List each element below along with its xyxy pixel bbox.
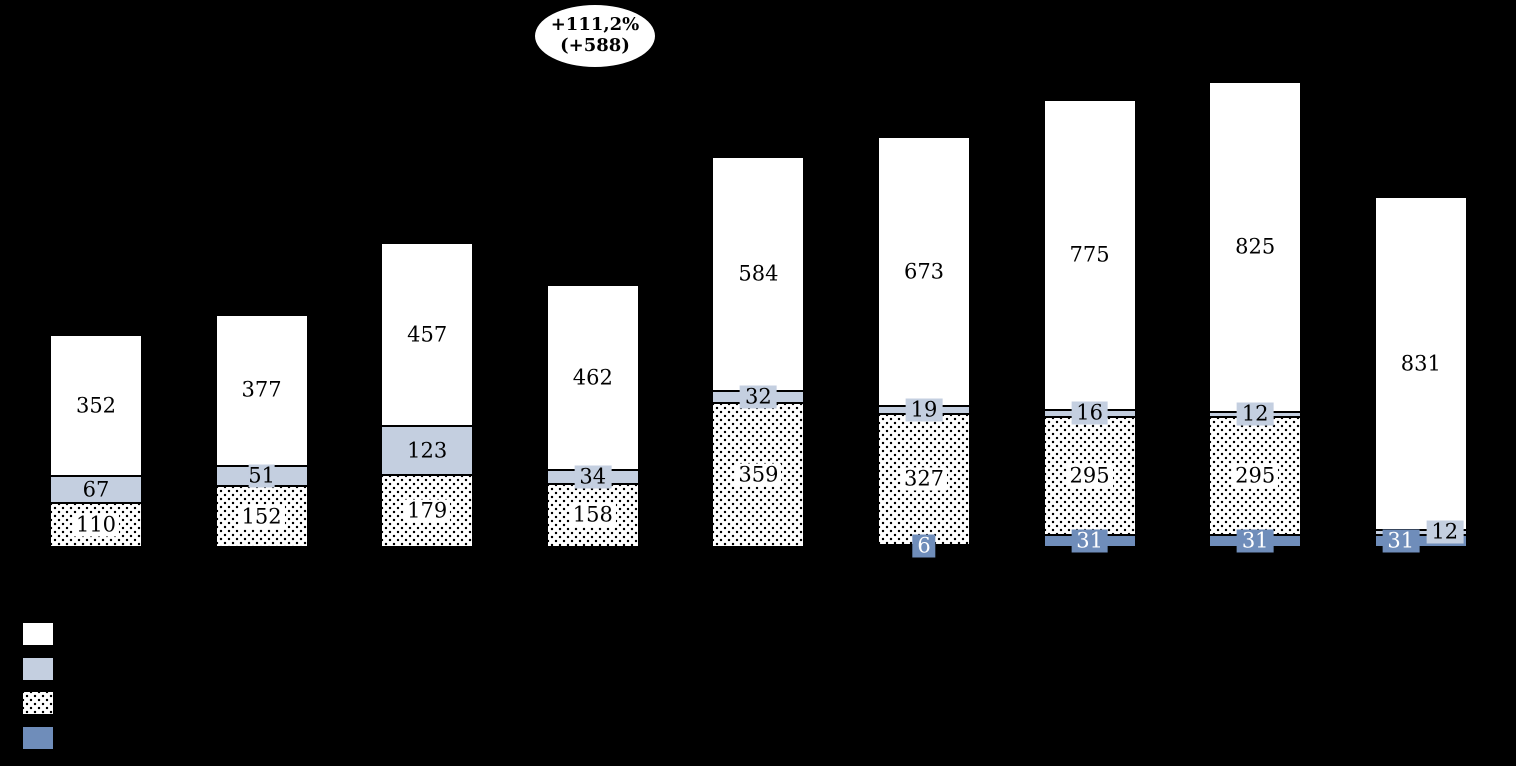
bar-8-value-label-light-blue: 12 xyxy=(1236,402,1274,426)
bar-6-value-label-dark-blue: 6 xyxy=(912,534,936,558)
bar-7-value-label-light-blue: 16 xyxy=(1071,401,1108,425)
bar-1-value-label-dotted: 110 xyxy=(72,513,120,537)
bar-3-value-label-white: 457 xyxy=(407,322,448,347)
bar-6-value-label-dotted: 327 xyxy=(900,467,948,491)
bar-2-value-label-dotted: 152 xyxy=(238,505,285,529)
bar-5-value-label-light-blue: 32 xyxy=(740,385,777,409)
bar-6-segment-white xyxy=(878,137,970,407)
bar-8-value-label-dark-blue: 31 xyxy=(1236,529,1274,553)
legend-swatch-dark xyxy=(23,727,53,749)
bar-4-segment-white xyxy=(546,285,639,471)
bar-6-value-label-light-blue: 19 xyxy=(905,398,943,422)
bar-7-value-label-dotted: 295 xyxy=(1066,464,1113,488)
bar-9-segment-white xyxy=(1374,197,1467,530)
growth-annotation-oval: +111,2% (+588) xyxy=(533,3,657,69)
bar-4-value-label-dotted: 158 xyxy=(569,503,616,527)
bar-4-value-label-white: 462 xyxy=(572,365,613,390)
bar-2-value-label-white: 377 xyxy=(241,377,282,402)
bar-6-value-label-white: 673 xyxy=(903,259,945,284)
bar-7-value-label-white: 775 xyxy=(1069,242,1110,267)
bar-3-value-label-light-blue: 123 xyxy=(407,438,448,463)
growth-absolute-label: (+588) xyxy=(560,35,630,56)
bar-2-value-label-light-blue: 51 xyxy=(248,463,275,488)
bar-9-value-label-dark-blue: 31 xyxy=(1382,529,1420,553)
legend-swatch-light xyxy=(23,658,53,680)
bar-3-value-label-dotted: 179 xyxy=(404,499,451,523)
bar-9-segment-light-blue xyxy=(1374,529,1467,535)
bar-1-value-label-light-blue: 67 xyxy=(82,477,110,502)
legend-swatch-dotted xyxy=(23,692,53,714)
bar-7-segment-white xyxy=(1043,100,1136,411)
legend-swatch-white xyxy=(23,623,53,645)
bar-5-segment-dotted xyxy=(712,403,805,547)
bar-8-value-label-dotted: 295 xyxy=(1232,464,1279,488)
bar-1-value-label-white: 352 xyxy=(75,393,117,418)
bar-5-value-label-white: 584 xyxy=(738,261,779,286)
bar-8-value-label-white: 825 xyxy=(1235,234,1276,259)
bar-5-value-label-dotted: 359 xyxy=(735,463,782,487)
bar-9-value-label-light-blue: 12 xyxy=(1426,520,1464,544)
bar-3-segment-white xyxy=(381,243,474,427)
bar-9-value-label-white: 831 xyxy=(1400,351,1441,376)
growth-percent-label: +111,2% xyxy=(550,14,640,36)
bar-5-segment-white xyxy=(712,157,805,391)
bar-2-segment-white xyxy=(215,315,308,466)
bar-7-value-label-dark-blue: 31 xyxy=(1071,529,1108,553)
bar-1-segment-white xyxy=(50,335,142,477)
bar-4-value-label-light-blue: 34 xyxy=(574,465,612,489)
